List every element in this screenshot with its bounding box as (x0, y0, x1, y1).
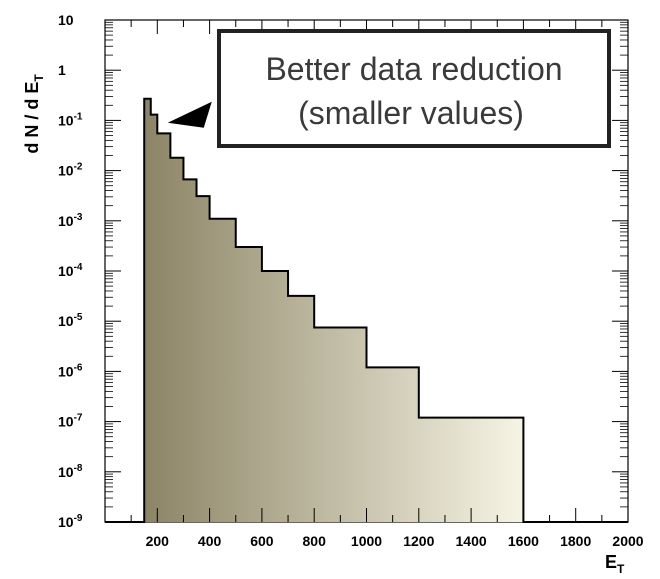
y-tick-label: 10-6 (58, 362, 83, 379)
histogram-outline (105, 97, 628, 523)
annotation-arrow (167, 101, 212, 128)
annotation-line-1: Better data reduction (265, 51, 562, 87)
y-tick-label: 10-8 (58, 463, 83, 480)
x-tick-label: 1600 (508, 533, 539, 549)
x-tick-label: 2000 (612, 533, 643, 549)
annotation-line-2: (smaller values) (298, 95, 524, 131)
y-axis-tick-labels: 10 1 10-1 10-2 10-3 10-4 10-5 10-6 10-7 10-8 10-9 (58, 12, 83, 530)
x-tick-label: 1000 (351, 533, 382, 549)
y-axis-title: d N / d ET (22, 74, 46, 154)
y-tick-label: 10-5 (58, 312, 83, 329)
x-tick-label: 1400 (456, 533, 487, 549)
x-tick-label: 600 (250, 533, 274, 549)
y-tick-label: 1 (58, 62, 66, 78)
y-tick-label: 10-1 (58, 111, 83, 128)
x-tick-label: 400 (198, 533, 222, 549)
histogram-fill (144, 98, 524, 522)
y-tick-label: 10-2 (58, 162, 83, 179)
x-tick-label: 1800 (560, 533, 591, 549)
y-tick-label: 10-4 (58, 262, 83, 279)
histogram-layer (105, 97, 628, 523)
y-tick-label: 10-7 (58, 413, 83, 430)
y-axis-ticks (105, 19, 628, 523)
x-tick-label: 800 (303, 533, 327, 549)
x-axis-tick-labels: 200 400 600 800 1000 1200 1400 1600 1800 2000 (146, 533, 644, 549)
annotation-box: Better data reduction (smaller values) (217, 29, 611, 148)
x-tick-label: 1200 (403, 533, 434, 549)
x-tick-label: 200 (146, 533, 170, 549)
arrow-head (167, 101, 212, 128)
y-tick-label: 10-3 (58, 212, 83, 229)
y-tick-label: 10-9 (58, 513, 83, 530)
x-axis-title: ET (605, 552, 625, 576)
y-tick-label: 10 (58, 12, 74, 28)
